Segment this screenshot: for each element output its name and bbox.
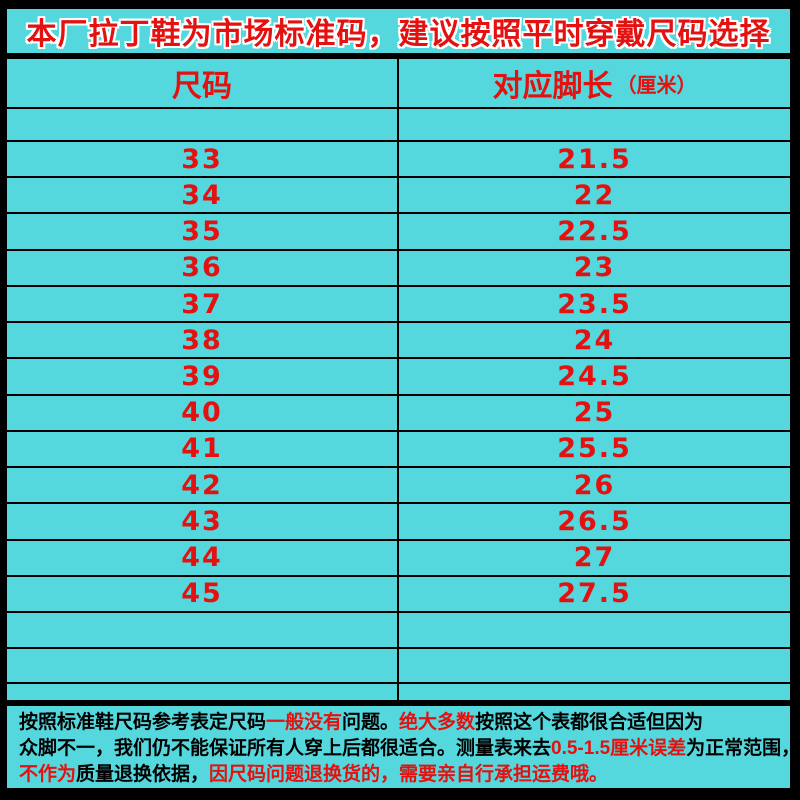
table-row: 35 22.5 xyxy=(7,214,790,249)
disclaimer-segment: 不作为 xyxy=(19,764,77,785)
size-cell: 37 xyxy=(7,286,397,322)
table-row: 36 23 xyxy=(7,250,790,285)
length-cell: 27 xyxy=(399,540,790,575)
table-row: 44 27 xyxy=(7,540,790,575)
empty-row xyxy=(7,613,790,648)
size-column-header: 尺码 xyxy=(7,59,397,107)
empty-cell xyxy=(399,613,790,648)
table-row: 34 22 xyxy=(7,178,790,213)
empty-row xyxy=(7,684,790,701)
length-cell: 27.5 xyxy=(399,576,790,612)
size-cell: 35 xyxy=(7,214,397,249)
empty-cell xyxy=(399,649,790,683)
size-cell: 36 xyxy=(7,250,397,285)
length-cell: 22 xyxy=(399,178,790,213)
disclaimer-segment: 为正常范围， xyxy=(686,738,800,759)
empty-cell xyxy=(399,109,790,140)
foot-length-column-header: 对应脚长 （厘米） xyxy=(399,59,790,107)
table-header-row: 尺码 对应脚长 （厘米） xyxy=(7,59,790,107)
table-row: 43 26.5 xyxy=(7,504,790,539)
table-row: 37 23.5 xyxy=(7,286,790,322)
empty-row xyxy=(7,109,790,140)
size-cell: 42 xyxy=(7,468,397,503)
foot-length-unit: （厘米） xyxy=(616,74,697,97)
disclaimer-segment: 0.5-1.5厘米误差 xyxy=(551,738,687,759)
disclaimer-line: 按照标准鞋尺码参考表定尺码一般没有问题。绝大多数按照这个表都很合适但因为 xyxy=(19,710,778,736)
disclaimer-segment: 绝大多数 xyxy=(399,712,476,733)
disclaimer-segment: 质量退换依据， xyxy=(76,764,210,785)
table-row: 39 24.5 xyxy=(7,359,790,394)
table-row: 33 21.5 xyxy=(7,142,790,177)
length-cell: 24.5 xyxy=(399,359,790,394)
disclaimer-segment: 众脚不一，我们仍不能保证所有人穿上后都很适合。测量表来去 xyxy=(19,738,552,759)
size-cell: 43 xyxy=(7,504,397,539)
length-cell: 22.5 xyxy=(399,214,790,249)
empty-cell xyxy=(7,613,397,648)
size-cell: 33 xyxy=(7,142,397,177)
size-cell: 38 xyxy=(7,323,397,358)
empty-cell xyxy=(7,684,397,701)
length-cell: 24 xyxy=(399,323,790,358)
empty-cell xyxy=(7,649,397,683)
foot-length-label: 对应脚长 xyxy=(492,70,613,103)
length-cell: 26 xyxy=(399,468,790,503)
table-row: 38 24 xyxy=(7,323,790,358)
chart-title: 本厂拉丁鞋为市场标准码，建议按照平时穿戴尺码选择 xyxy=(26,18,771,51)
disclaimer-line: 众脚不一，我们仍不能保证所有人穿上后都很适合。测量表来去0.5-1.5厘米误差为… xyxy=(19,736,800,762)
table-row: 41 25.5 xyxy=(7,431,790,467)
disclaimer-segment: 问题。 xyxy=(342,712,400,733)
size-table: 尺码 对应脚长 （厘米） 33 21.5 34 22 35 22.5 36 23 37 23.5 3… xyxy=(7,59,790,701)
length-cell: 26.5 xyxy=(399,504,790,539)
disclaimer-segment: 按照这个表都很合适但因为 xyxy=(475,712,704,733)
disclaimer-segment: 因尺码问题退换货的，需要亲自行承担运费哦。 xyxy=(209,764,609,785)
empty-row xyxy=(7,649,790,683)
disclaimer-segment: 一般没有 xyxy=(266,712,343,733)
disclaimer-line: 不作为质量退换依据，因尺码问题退换货的，需要亲自行承担运费哦。 xyxy=(19,762,778,788)
length-cell: 21.5 xyxy=(399,142,790,177)
length-cell: 23.5 xyxy=(399,286,790,322)
table-row: 45 27.5 xyxy=(7,576,790,612)
size-cell: 34 xyxy=(7,178,397,213)
disclaimer-segment: 按照标准鞋尺码参考表定尺码 xyxy=(19,712,267,733)
disclaimer: 按照标准鞋尺码参考表定尺码一般没有问题。绝大多数按照这个表都很合适但因为 众脚不… xyxy=(7,706,800,788)
size-cell: 41 xyxy=(7,431,397,467)
chart-title-banner: 本厂拉丁鞋为市场标准码，建议按照平时穿戴尺码选择 xyxy=(7,9,790,53)
length-cell: 25 xyxy=(399,395,790,430)
size-cell: 45 xyxy=(7,576,397,612)
size-cell: 40 xyxy=(7,395,397,430)
empty-cell xyxy=(7,109,397,140)
table-row: 42 26 xyxy=(7,468,790,503)
length-cell: 25.5 xyxy=(399,431,790,467)
empty-cell xyxy=(399,684,790,701)
size-cell: 39 xyxy=(7,359,397,394)
table-row: 40 25 xyxy=(7,395,790,430)
size-cell: 44 xyxy=(7,540,397,575)
length-cell: 23 xyxy=(399,250,790,285)
